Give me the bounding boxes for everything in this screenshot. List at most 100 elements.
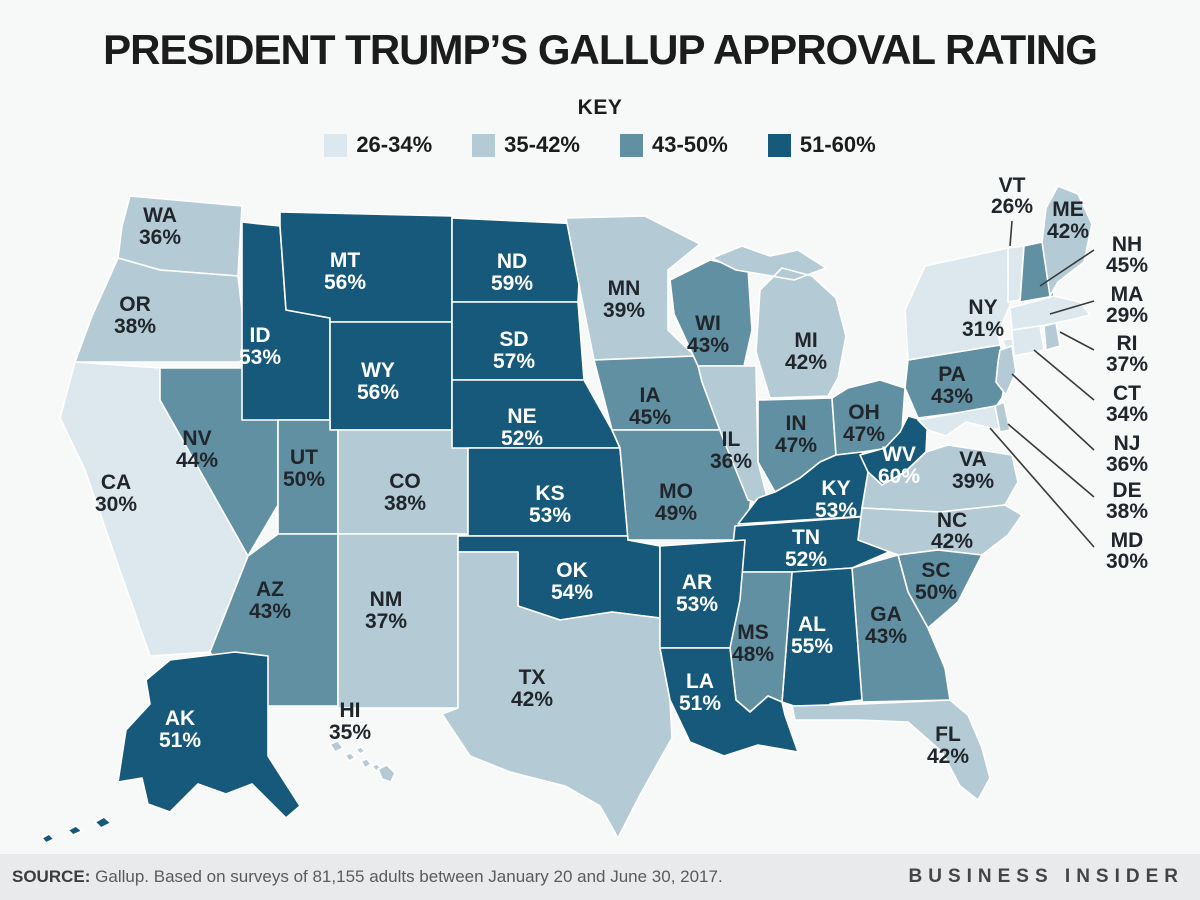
state-callout-value: 26%: [991, 195, 1033, 218]
state-callout-value: 37%: [1106, 353, 1148, 376]
state-value: 31%: [962, 318, 1004, 341]
state-value: 42%: [1047, 220, 1089, 243]
state-value: 53%: [239, 346, 281, 369]
state-NJ: [995, 345, 1017, 396]
state-label: WI: [695, 312, 721, 335]
state-AR: [659, 539, 746, 649]
state-label: WA: [143, 204, 177, 227]
state-value: 59%: [491, 272, 533, 295]
callout-line-MA: [1049, 300, 1095, 315]
state-FL: [791, 699, 991, 801]
state-callout-value: 38%: [1106, 500, 1148, 523]
state-callout-label: NH: [1112, 233, 1142, 256]
callout-line-VT: [1009, 220, 1013, 247]
callout-line-NJ: [1011, 373, 1095, 451]
state-label: AZ: [256, 578, 284, 601]
state-label: MO: [659, 480, 693, 503]
state-label: UT: [290, 446, 318, 469]
state-label: KY: [821, 477, 850, 500]
legend-label: 35-42%: [504, 132, 580, 157]
state-MT: [279, 211, 453, 323]
state-value: 42%: [785, 351, 827, 374]
state-label: TX: [519, 666, 546, 689]
state-value: 53%: [676, 593, 718, 616]
state-value: 42%: [931, 530, 973, 553]
legend-swatch-26-34: [324, 133, 348, 157]
legend-item: 26-34%: [324, 132, 432, 158]
source-label: SOURCE:: [12, 867, 91, 886]
source-text: Gallup. Based on surveys of 81,155 adult…: [95, 867, 723, 886]
state-value: 55%: [791, 635, 833, 658]
legend: KEY 26-34% 35-42% 43-50% 51-60%: [0, 96, 1200, 158]
state-callout-label: MA: [1111, 283, 1144, 306]
footer: SOURCE: Gallup. Based on surveys of 81,1…: [0, 854, 1200, 900]
state-LA: [659, 647, 799, 757]
state-value: 54%: [551, 581, 593, 604]
state-label: MI: [794, 329, 817, 352]
state-label: WV: [882, 443, 916, 466]
state-label: IN: [786, 412, 807, 435]
state-label: KS: [535, 482, 564, 505]
state-label: MT: [330, 249, 360, 272]
state-value: 43%: [249, 600, 291, 623]
state-label: HI: [340, 699, 361, 722]
state-callout-label: CT: [1113, 382, 1141, 405]
state-callout-value: 34%: [1106, 403, 1148, 426]
legend-swatch-35-42: [472, 133, 496, 157]
state-value: 51%: [159, 729, 201, 752]
state-value: 39%: [603, 299, 645, 322]
state-value: 39%: [952, 470, 994, 493]
page-title: PRESIDENT TRUMP’S GALLUP APPROVAL RATING: [103, 26, 1098, 73]
state-label: CO: [389, 470, 421, 493]
state-label: WY: [361, 359, 395, 382]
state-value: 36%: [710, 450, 752, 473]
state-label: AL: [798, 613, 826, 636]
state-value: 36%: [139, 226, 181, 249]
legend-label: 51-60%: [799, 132, 876, 157]
legend-item: 43-50%: [620, 132, 728, 158]
callout-lines: [989, 220, 1095, 548]
state-value: 57%: [493, 350, 535, 373]
legend-label: 43-50%: [652, 132, 728, 157]
state-shapes: [41, 185, 1093, 844]
state-label: AR: [682, 571, 712, 594]
state-label: MN: [608, 277, 641, 300]
state-value: 53%: [529, 504, 571, 527]
state-MI: [711, 245, 847, 399]
state-DE: [994, 401, 1011, 433]
state-label: ND: [497, 250, 527, 273]
state-callout-label: DE: [1112, 479, 1141, 502]
state-label: TN: [792, 526, 820, 549]
state-TX: [441, 551, 673, 839]
state-WI: [669, 259, 753, 367]
state-label: PA: [938, 363, 966, 386]
brand-logo: BUSINESS INSIDER: [908, 866, 1184, 887]
state-CT: [1011, 325, 1045, 357]
state-label: OH: [848, 401, 880, 424]
legend-item: 35-42%: [472, 132, 580, 158]
state-label: AK: [165, 707, 195, 730]
state-label: FL: [935, 723, 961, 746]
state-label: NV: [182, 427, 211, 450]
state-ME: [1041, 185, 1093, 297]
state-label: GA: [870, 603, 902, 626]
state-value: 53%: [815, 499, 857, 522]
header: PRESIDENT TRUMP’S GALLUP APPROVAL RATING…: [0, 0, 1200, 158]
state-label: NE: [507, 405, 536, 428]
state-label: LA: [686, 670, 714, 693]
state-value: 52%: [501, 427, 543, 450]
state-value: 50%: [915, 581, 957, 604]
state-value: 52%: [785, 548, 827, 571]
state-label: OK: [556, 559, 588, 582]
state-label: VA: [959, 448, 987, 471]
state-GA: [851, 554, 951, 703]
state-callout-label: MD: [1111, 529, 1144, 552]
state-label: NC: [937, 509, 967, 532]
state-label: MS: [737, 621, 769, 644]
state-callout-label: RI: [1117, 332, 1138, 355]
legend-row: 26-34% 35-42% 43-50% 51-60%: [0, 132, 1200, 158]
state-value: 42%: [927, 745, 969, 768]
state-value: 43%: [931, 385, 973, 408]
